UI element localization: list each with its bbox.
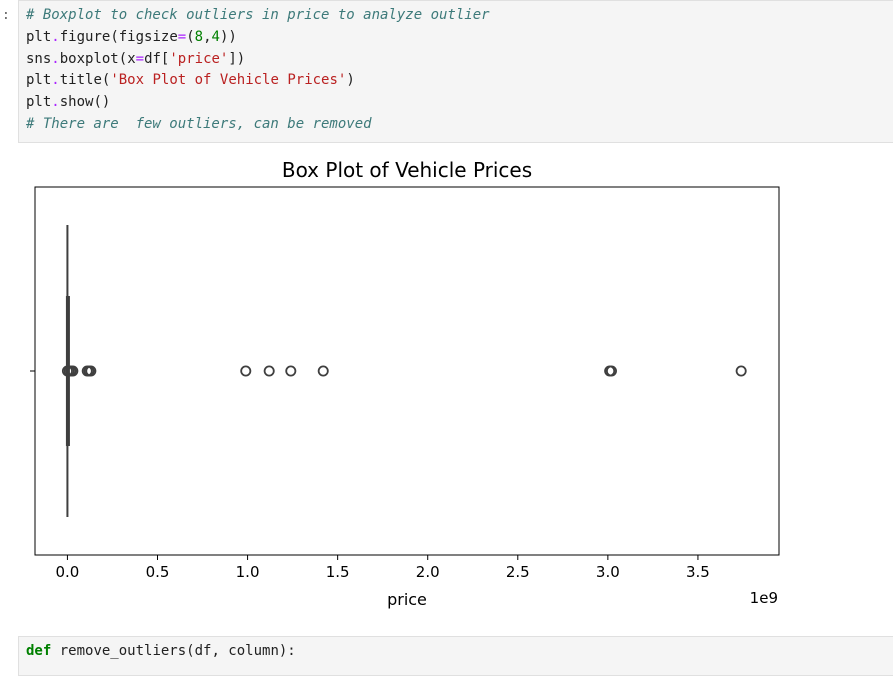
- code-cell-remove-outliers[interactable]: def remove_outliers(df, column):: [18, 636, 893, 676]
- code-token: 8: [194, 28, 204, 45]
- code-token: plt: [26, 94, 52, 111]
- code-token: )): [219, 28, 237, 45]
- outlier-point: [85, 365, 97, 377]
- x-axis-label: price: [387, 590, 427, 609]
- code-token: # Boxplot to check outliers in price to …: [26, 7, 490, 23]
- code-line: plt.title('Box Plot of Vehicle Prices'): [26, 70, 893, 92]
- code-token: =: [135, 50, 145, 67]
- code-token: 'Box Plot of Vehicle Prices': [110, 72, 347, 89]
- outlier-point: [317, 365, 329, 377]
- code-token: boxplot: [59, 50, 119, 67]
- code-token: ): [346, 72, 355, 89]
- code-token: plt: [26, 72, 52, 89]
- code-token: (: [186, 28, 195, 45]
- x-tick-label: 0.0: [55, 563, 79, 581]
- code-token: (: [101, 72, 111, 89]
- offset-label: 1e9: [750, 589, 778, 607]
- code-cell-boxplot[interactable]: # Boxplot to check outliers in price to …: [18, 0, 893, 143]
- boxplot-chart: Box Plot of Vehicle Prices 0.0 0.5 1.0 1.5 2…: [30, 158, 780, 609]
- cell-prompt: :: [2, 8, 10, 23]
- code-line: # Boxplot to check outliers in price to …: [26, 5, 893, 27]
- code-token: 4: [211, 28, 220, 45]
- outlier-point: [735, 365, 747, 377]
- outlier-point: [285, 365, 297, 377]
- code-line: # There are few outliers, can be removed: [26, 114, 893, 136]
- code-token: .: [51, 94, 60, 111]
- code-token: def: [26, 643, 52, 659]
- x-tick-label: 2.5: [506, 563, 530, 581]
- code-line: plt.show(): [26, 92, 893, 114]
- code-token: (): [93, 94, 111, 111]
- code-token: title: [59, 72, 102, 89]
- code-token: sns: [26, 50, 52, 67]
- code-line: def remove_outliers(df, column):: [26, 641, 893, 663]
- code-token: ]): [228, 50, 246, 67]
- code-token: =: [177, 28, 187, 45]
- x-tick-label: 1.5: [326, 563, 350, 581]
- code-token: .: [51, 50, 60, 67]
- code-token: plt: [26, 28, 52, 45]
- code-token: # There are few outliers, can be removed: [26, 115, 372, 132]
- code-token: (: [118, 50, 128, 67]
- code-token: 'price': [169, 50, 229, 67]
- code-token: df[: [144, 50, 170, 67]
- code-token: show: [59, 94, 94, 111]
- chart-title: Box Plot of Vehicle Prices: [282, 158, 532, 182]
- x-tick-label: 3.0: [596, 563, 620, 581]
- code-token: figure: [59, 28, 111, 45]
- code-token: .: [51, 28, 60, 45]
- plot-frame: [34, 186, 780, 556]
- x-tick-label: 1.0: [236, 563, 260, 581]
- code-line: plt.figure(figsize=(8,4)): [26, 27, 893, 49]
- x-tick-label: 0.5: [146, 563, 170, 581]
- outlier-point: [263, 365, 275, 377]
- outlier-point: [240, 365, 252, 377]
- x-tick-label: 2.0: [416, 563, 440, 581]
- x-tick-label: 3.5: [686, 563, 710, 581]
- cell-output: Box Plot of Vehicle Prices 0.0 0.5 1.0 1.5 2…: [0, 143, 893, 633]
- code-line: sns.boxplot(x=df['price']): [26, 49, 893, 71]
- code-token: ,: [203, 28, 212, 45]
- code-token: .: [51, 72, 60, 89]
- code-token: (: [110, 28, 119, 45]
- outlier-point: [605, 365, 617, 377]
- code-token: remove_outliers(df, column):: [51, 643, 296, 659]
- outlier-point: [67, 365, 79, 377]
- code-token: figsize: [118, 28, 178, 45]
- code-token: x: [127, 50, 136, 67]
